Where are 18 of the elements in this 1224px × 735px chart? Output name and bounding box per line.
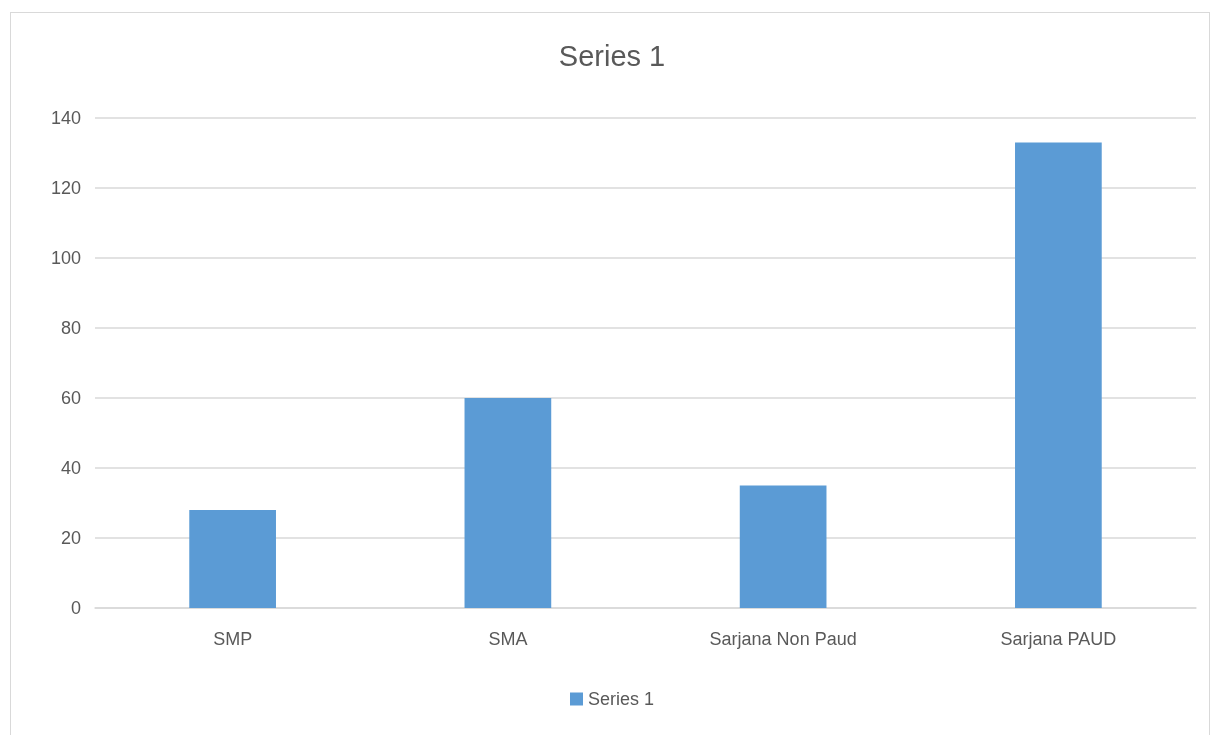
y-tick-label: 0 (70, 598, 81, 618)
y-tick-label: 120 (50, 178, 81, 198)
y-tick-label: 100 (50, 248, 81, 268)
x-tick-label: SMP (213, 629, 253, 649)
x-tick-label: Sarjana PAUD (1000, 629, 1117, 649)
y-tick-label: 60 (60, 388, 81, 408)
bar (189, 510, 276, 608)
x-tick-label: Sarjana Non Paud (709, 629, 857, 649)
chart-title: Series 1 (558, 39, 666, 72)
bar (739, 485, 827, 608)
y-tick-label: 140 (50, 108, 81, 128)
bar (464, 398, 552, 608)
y-tick-label: 80 (60, 318, 81, 338)
legend-label: Series 1 (587, 689, 655, 709)
x-tick-label: SMA (488, 629, 528, 649)
bar (1015, 142, 1102, 608)
y-tick-label: 40 (60, 458, 81, 478)
y-tick-label: 20 (60, 528, 81, 548)
